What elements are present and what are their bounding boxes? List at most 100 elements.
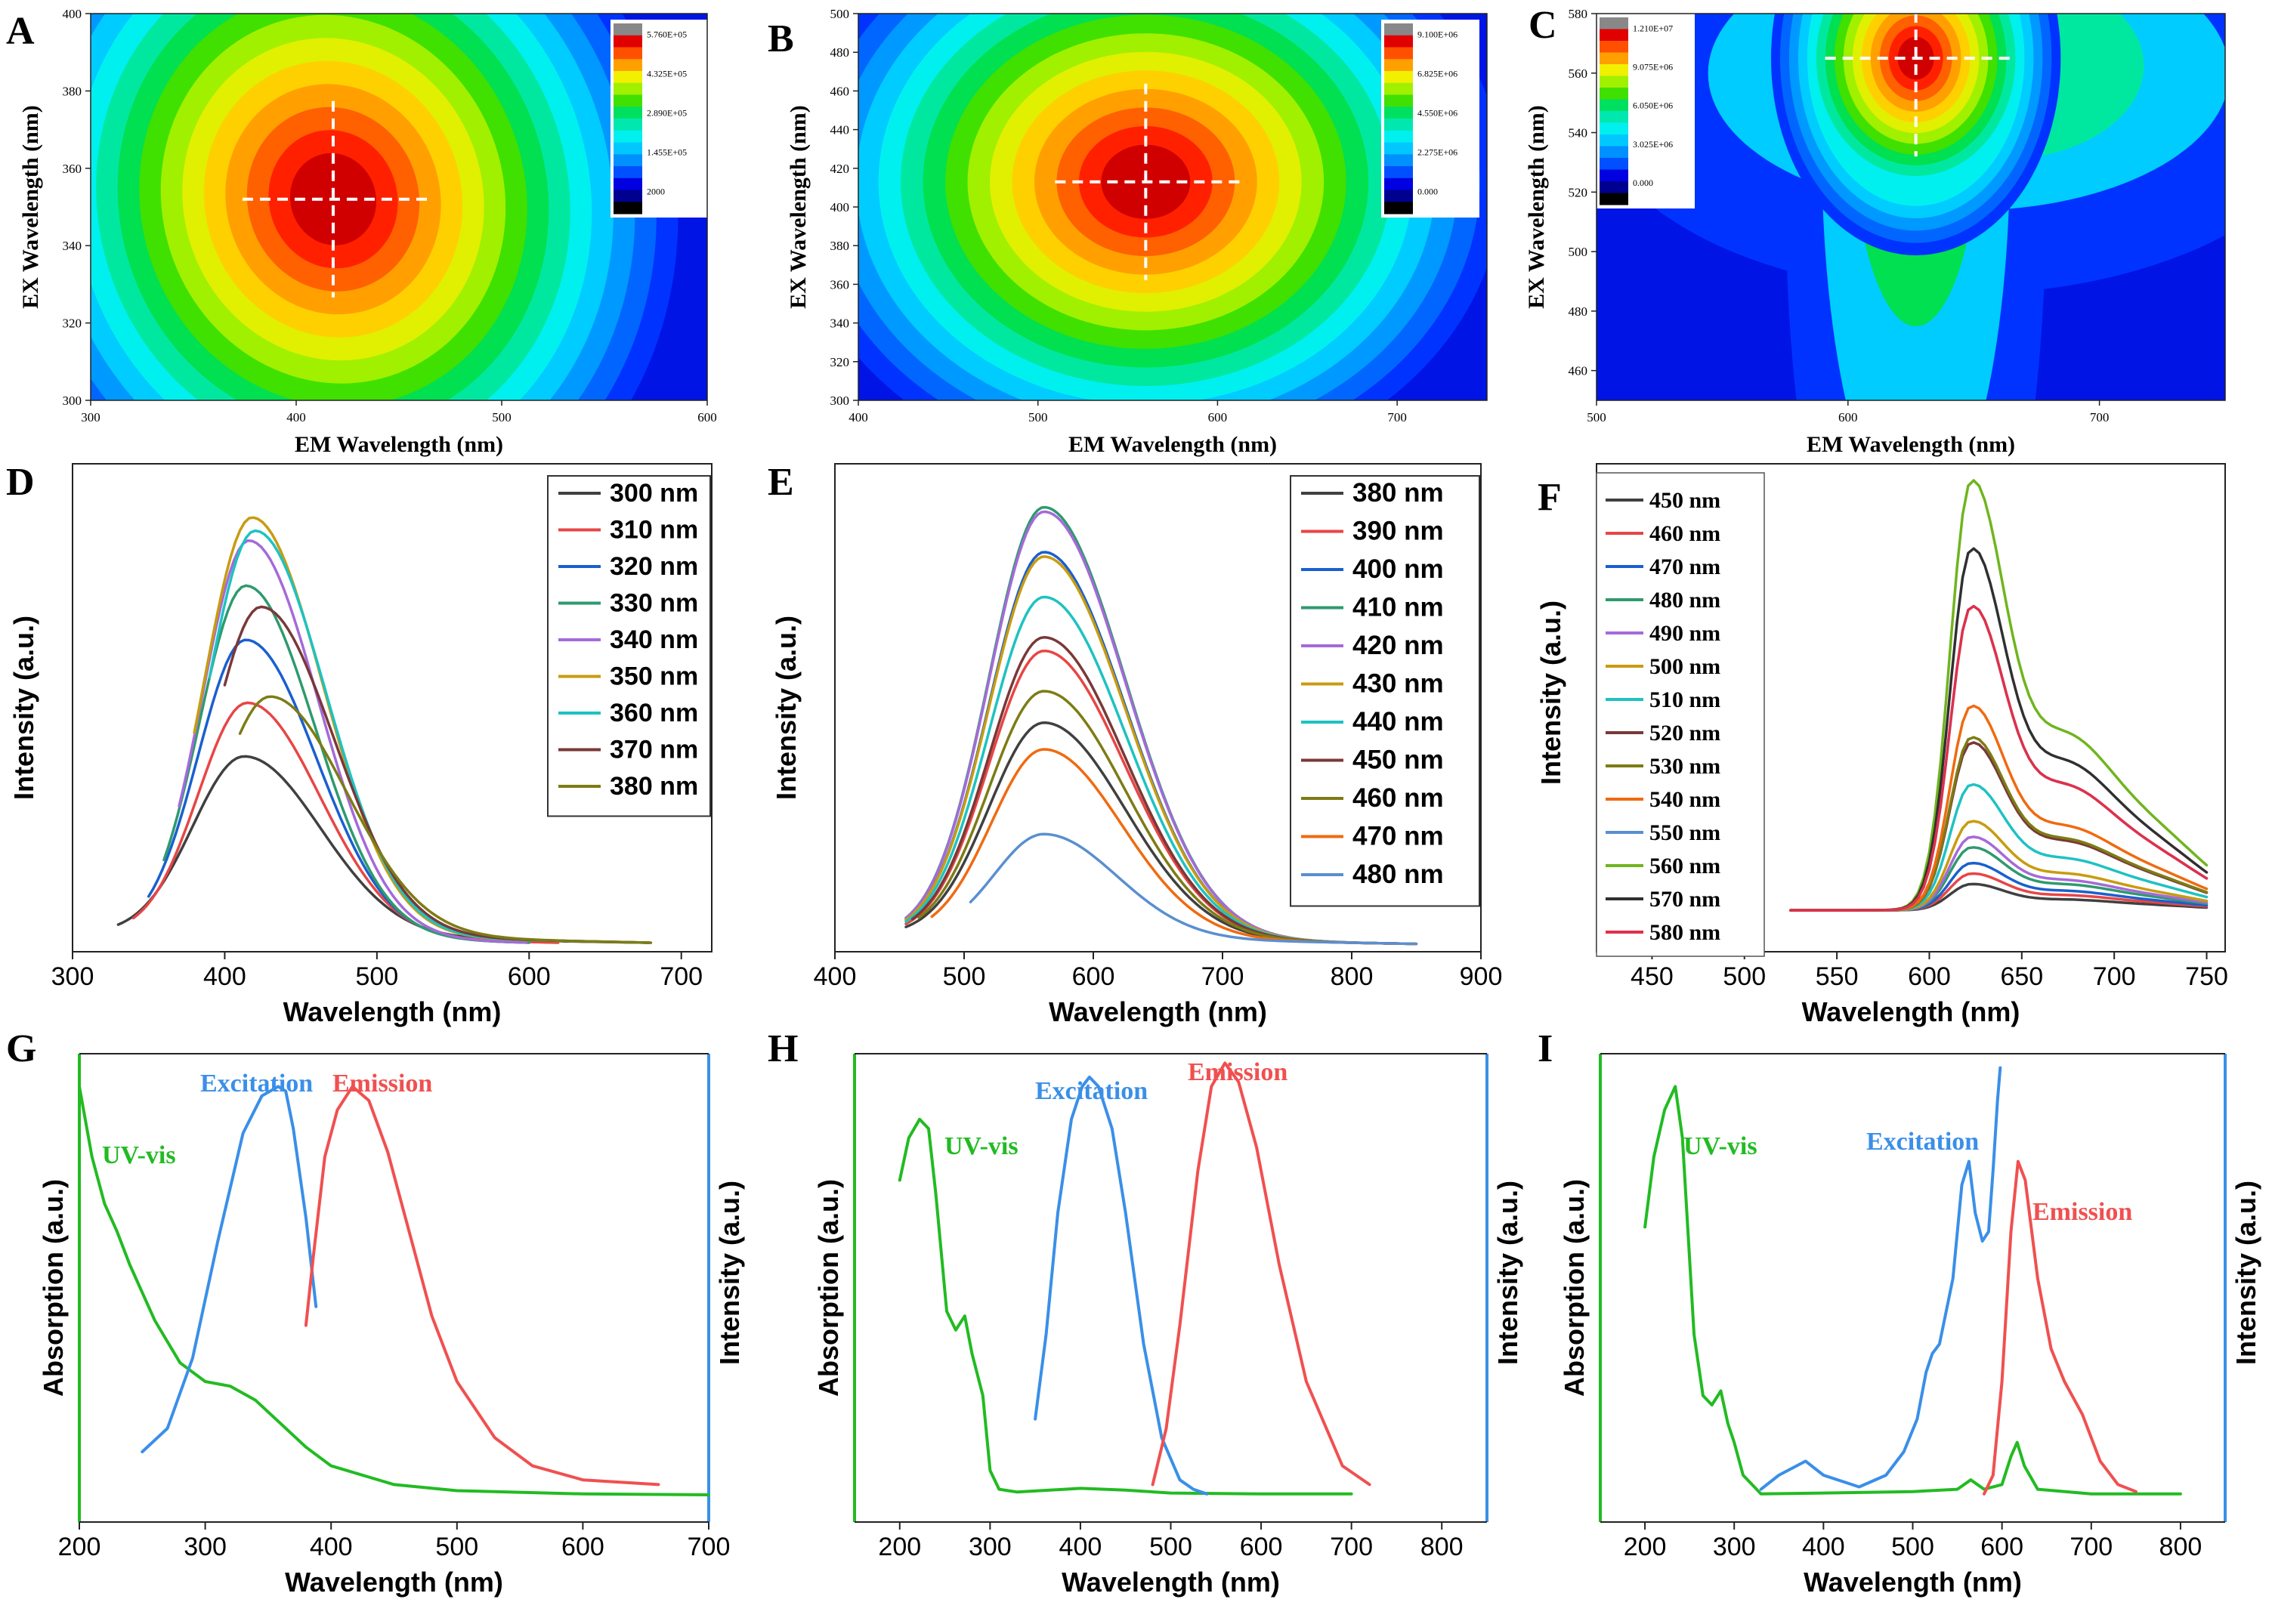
colorbar-swatch bbox=[614, 59, 642, 72]
colorbar-swatch bbox=[1600, 76, 1628, 88]
y-axis-label-left: Absorption (a.u.) bbox=[813, 1179, 844, 1397]
colorbar-label: 5.760E+05 bbox=[647, 29, 687, 40]
colorbar-swatch bbox=[614, 35, 642, 48]
series-annotation: Excitation bbox=[200, 1070, 313, 1098]
x-tick-label: 400 bbox=[849, 410, 868, 425]
legend-label: 370 nm bbox=[610, 736, 698, 764]
colorbar-swatch bbox=[614, 94, 642, 107]
plot-frame bbox=[90, 13, 708, 401]
series-line bbox=[141, 1085, 318, 1453]
legend-label: 360 nm bbox=[610, 699, 698, 727]
series-line bbox=[1151, 1061, 1371, 1487]
line-panel-F: 450 500 550 600 650 700 750 Wavelength (nm) Inte… bbox=[1535, 463, 2228, 1027]
y-tick-label: 540 bbox=[1569, 126, 1588, 140]
y-tick-label: 320 bbox=[830, 355, 850, 369]
x-tick-label: 200 bbox=[878, 1533, 921, 1561]
colorbar-label: 9.100E+06 bbox=[1417, 29, 1457, 40]
legend-label: 400 nm bbox=[1352, 554, 1444, 584]
series-line bbox=[1759, 1066, 2002, 1491]
colorbar-swatch bbox=[1600, 193, 1628, 205]
legend-label: 480 nm bbox=[1649, 588, 1720, 613]
colorbar-swatch bbox=[1600, 64, 1628, 76]
y-axis-label: EX Wavelength (nm) bbox=[1524, 105, 1549, 308]
y-tick-label: 500 bbox=[1569, 245, 1588, 259]
colorbar-swatch bbox=[1600, 169, 1628, 182]
colorbar-swatch bbox=[614, 82, 642, 95]
x-tick-label: 500 bbox=[943, 962, 986, 991]
series-annotation: Emission bbox=[2032, 1198, 2132, 1226]
y-axis-label: Intensity (a.u.) bbox=[1535, 601, 1566, 785]
y-tick-label: 480 bbox=[830, 45, 850, 60]
colorbar-swatch bbox=[1384, 23, 1413, 36]
x-axis-label: Wavelength (nm) bbox=[285, 1567, 503, 1598]
legend: 450 nm 460 nm 470 nm 480 nm 490 nm 500 nm 510 … bbox=[1596, 472, 1765, 957]
x-tick-label: 300 bbox=[51, 962, 94, 991]
colorbar-label: 1.210E+07 bbox=[1633, 23, 1673, 33]
colorbar: 1.210E+07 9.075E+06 6.050E+06 3.025E+06 0.00… bbox=[1597, 14, 1695, 208]
colorbar-label: 1.455E+05 bbox=[647, 147, 687, 158]
panel-label-D: D bbox=[6, 461, 35, 504]
legend-label: 520 nm bbox=[1649, 721, 1720, 746]
legend-label: 510 nm bbox=[1649, 687, 1720, 712]
colorbar-label: 2.275E+06 bbox=[1417, 147, 1457, 158]
x-tick-label: 500 bbox=[355, 962, 398, 991]
colorbar-swatch bbox=[614, 23, 642, 36]
y-tick-label: 300 bbox=[830, 394, 850, 408]
x-axis-label: EM Wavelength (nm) bbox=[1807, 432, 2015, 457]
series-annotation: UV-vis bbox=[944, 1132, 1019, 1160]
series-line bbox=[1789, 604, 2209, 912]
x-tick-label: 750 bbox=[2185, 962, 2228, 991]
x-axis-label: Wavelength (nm) bbox=[1802, 996, 2020, 1027]
x-tick-label: 400 bbox=[310, 1533, 353, 1561]
legend-label: 380 nm bbox=[1352, 478, 1444, 508]
x-tick-label: 200 bbox=[1624, 1533, 1667, 1561]
panel-label-G: G bbox=[6, 1027, 36, 1070]
x-tick-label: 700 bbox=[2070, 1533, 2113, 1561]
colorbar-swatch bbox=[1384, 47, 1413, 60]
colorbar-swatch bbox=[614, 71, 642, 84]
heatmap-panel-A: 5.760E+05 4.325E+05 2.890E+05 1.455E+05 2000… bbox=[18, 7, 717, 457]
legend-label: 460 nm bbox=[1649, 521, 1720, 546]
y-tick-label: 460 bbox=[830, 84, 850, 98]
y-axis-label: EX Wavelength (nm) bbox=[786, 105, 811, 308]
x-tick-label: 600 bbox=[1980, 1533, 2023, 1561]
colorbar-label: 9.075E+06 bbox=[1633, 62, 1673, 73]
y-axis-label: EX Wavelength (nm) bbox=[18, 105, 43, 308]
colorbar-swatch bbox=[1600, 52, 1628, 65]
y-tick-label: 360 bbox=[830, 277, 850, 292]
series-line bbox=[78, 1085, 710, 1496]
series-annotation: Emission bbox=[1188, 1058, 1287, 1086]
series-line bbox=[1789, 479, 2209, 912]
x-tick-label: 700 bbox=[2090, 410, 2110, 425]
y-axis-label-right: Intensity (a.u.) bbox=[2230, 1181, 2261, 1365]
legend-label: 310 nm bbox=[610, 516, 698, 545]
line-panel-H: 200 300 400 500 600 700 800 Wavelength (nm) Abso… bbox=[813, 1053, 1523, 1598]
x-tick-label: 800 bbox=[2159, 1533, 2202, 1561]
panel-label-B: B bbox=[768, 17, 794, 60]
panel-label-I: I bbox=[1538, 1027, 1553, 1070]
colorbar-swatch bbox=[1600, 146, 1628, 159]
legend-label: 550 nm bbox=[1649, 820, 1720, 845]
colorbar-swatch bbox=[614, 142, 642, 155]
y-tick-label: 560 bbox=[1569, 66, 1588, 81]
heatmap-panel-B: 9.100E+06 6.825E+06 4.550E+06 2.275E+06 0.00… bbox=[786, 7, 1488, 457]
panel-label-F: F bbox=[1538, 476, 1562, 519]
legend-label: 450 nm bbox=[1649, 488, 1720, 513]
colorbar-swatch bbox=[1384, 166, 1413, 179]
colorbar-swatch bbox=[1384, 82, 1413, 95]
x-tick-label: 700 bbox=[2093, 962, 2136, 991]
x-tick-label: 700 bbox=[660, 962, 703, 991]
x-tick-label: 700 bbox=[1387, 410, 1407, 425]
series-line bbox=[238, 695, 653, 944]
panel-label-C: C bbox=[1529, 4, 1557, 47]
legend-label: 490 nm bbox=[1649, 621, 1720, 646]
colorbar-swatch bbox=[1384, 35, 1413, 48]
line-panel-E: 400 500 600 700 800 900 Wavelength (nm) Intensi… bbox=[771, 463, 1502, 1027]
colorbar-swatch bbox=[1600, 181, 1628, 193]
series-annotation: Excitation bbox=[1866, 1128, 1979, 1156]
colorbar-swatch bbox=[1600, 134, 1628, 147]
y-tick-label: 440 bbox=[830, 123, 850, 137]
legend-label: 470 nm bbox=[1352, 822, 1444, 851]
y-axis-label: Intensity (a.u.) bbox=[8, 616, 39, 800]
panel-label-H: H bbox=[768, 1027, 798, 1070]
